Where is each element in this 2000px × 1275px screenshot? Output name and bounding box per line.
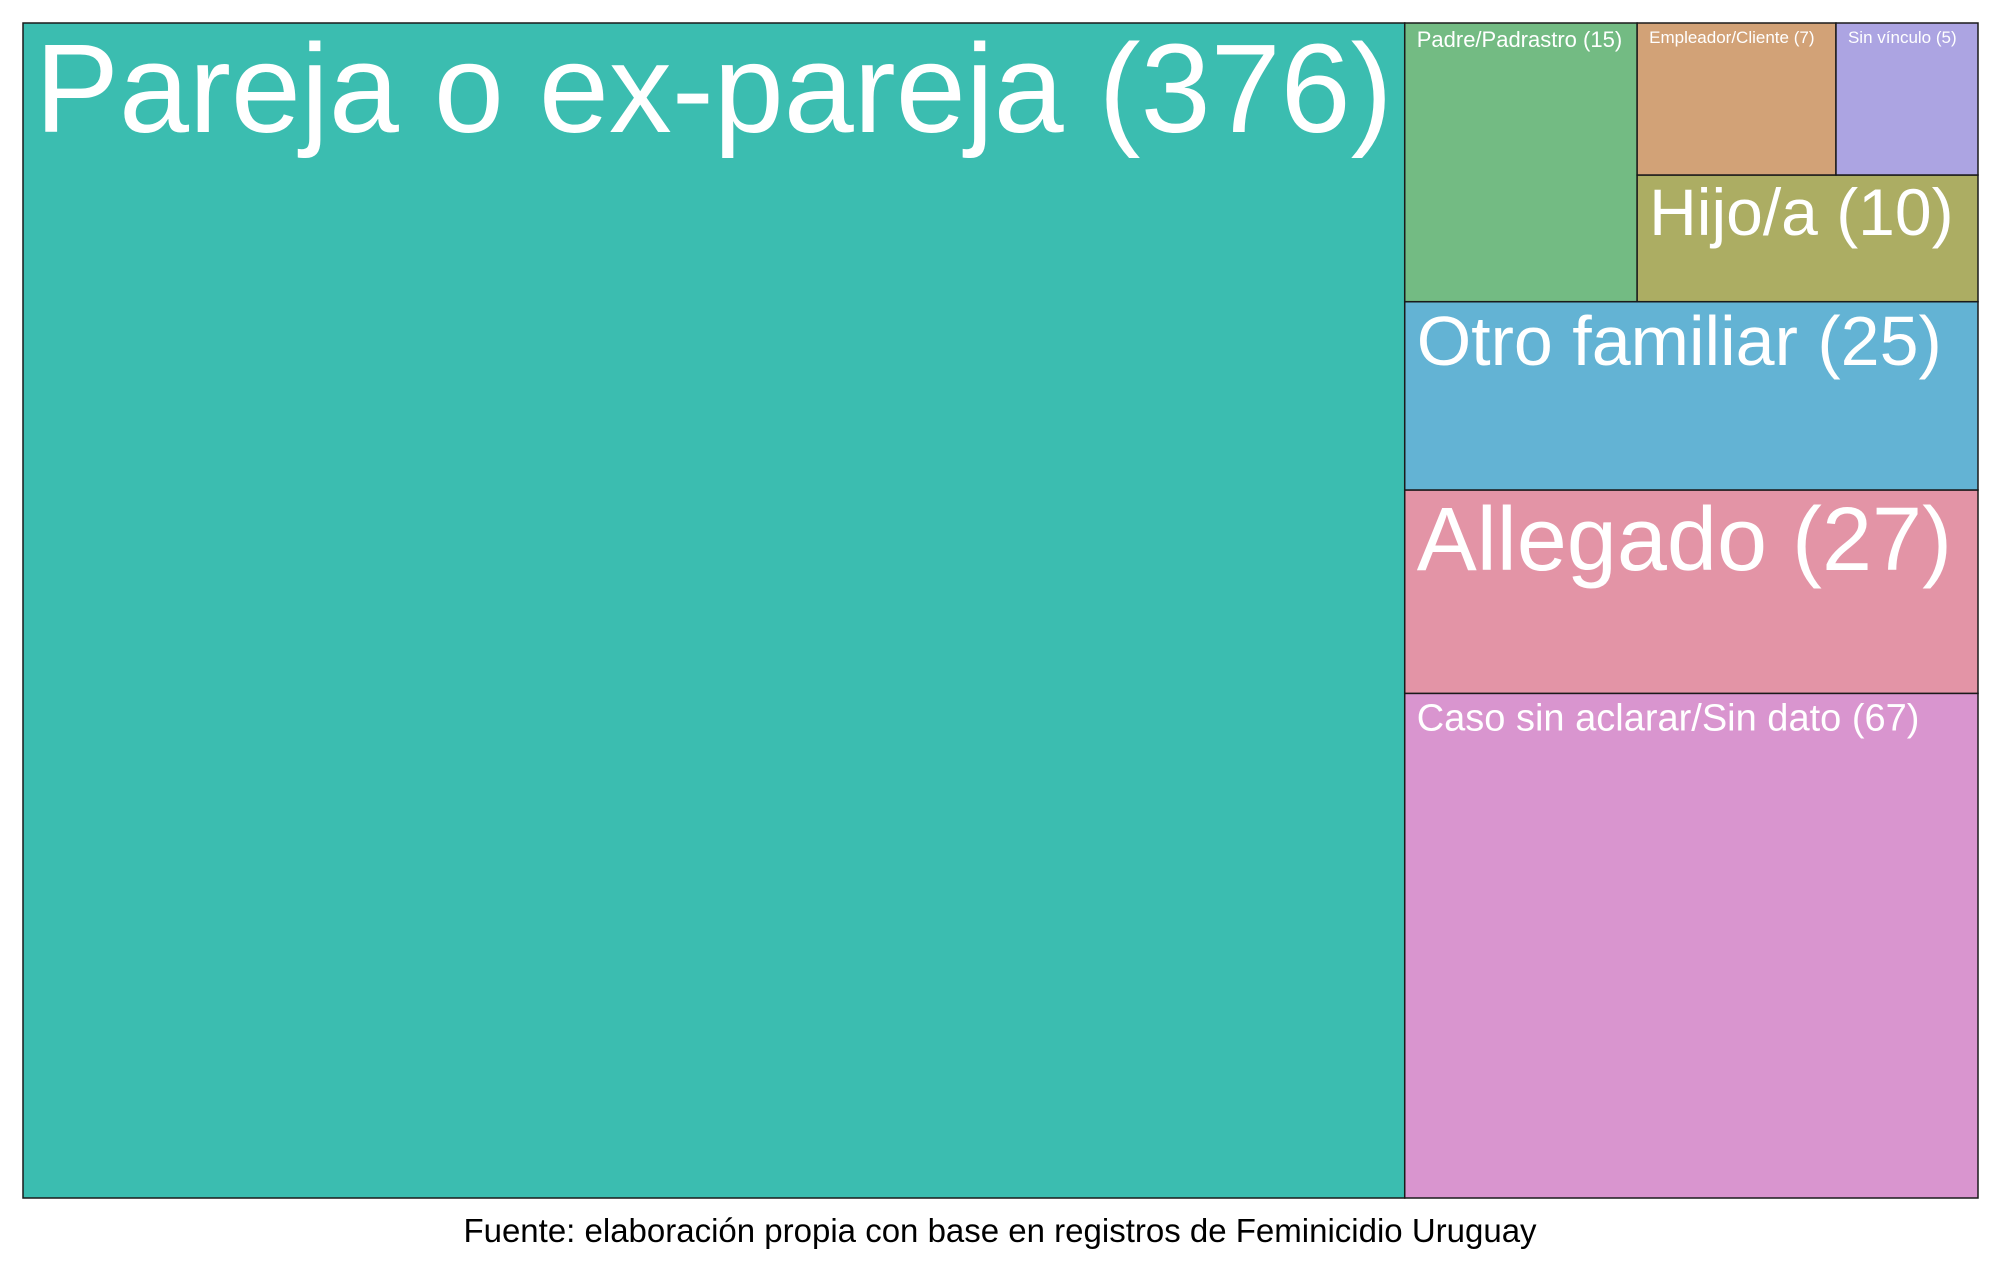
treemap-tile	[1403, 22, 1638, 303]
tile-label: Caso sin aclarar/Sin dato (67)	[1417, 698, 1920, 740]
chart-caption: Fuente: elaboración propia con base en r…	[463, 1212, 1537, 1249]
treemap-tile	[1403, 489, 1979, 695]
treemap-tile	[1403, 300, 1979, 491]
treemap-tile	[1835, 22, 1979, 176]
tile-label: Otro familiar (25)	[1417, 302, 1942, 380]
tile-label: Hijo/a (10)	[1649, 175, 1953, 249]
treemap-tile	[1636, 22, 1837, 176]
treemap-tile	[22, 22, 1406, 1199]
treemap-tile	[1403, 692, 1979, 1199]
tile-label: Sin vínculo (5)	[1848, 28, 1957, 47]
treemap-chart: Pareja o ex-pareja (376) Caso sin aclarar…	[22, 18, 1979, 1199]
tile-label: Pareja o ex-pareja (376)	[35, 18, 1393, 159]
tile-label: Allegado (27)	[1417, 490, 1952, 590]
tile-label: Empleador/Cliente (7)	[1649, 28, 1814, 47]
tile-label: Padre/Padrastro (15)	[1417, 27, 1622, 52]
